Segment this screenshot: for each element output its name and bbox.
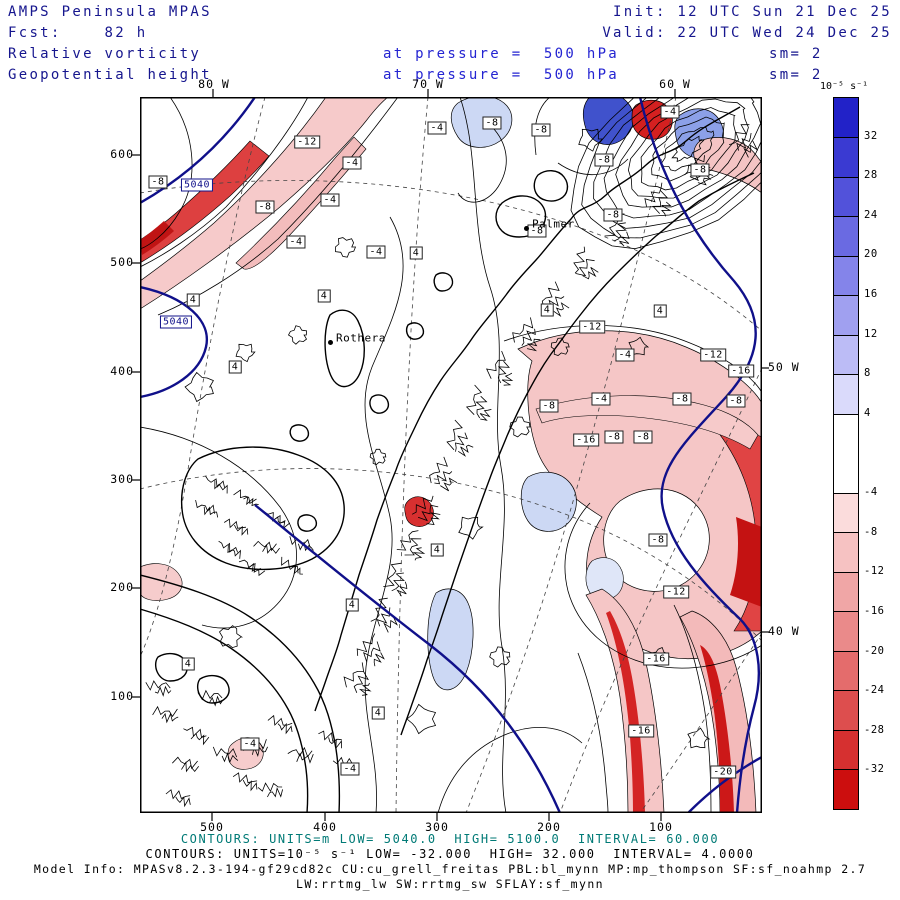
longitude-label-right: 40 W — [768, 624, 800, 638]
colorbar-cell — [834, 650, 858, 691]
colorbar-cell — [834, 98, 858, 138]
colorbar-cell — [834, 532, 858, 572]
colorbar-cell — [834, 334, 858, 375]
colorbar-tick-label: 28 — [864, 169, 878, 182]
field2-name: Geopotential height — [8, 67, 212, 83]
colorbar-cell — [834, 571, 858, 612]
vorticity-shading — [141, 98, 761, 812]
colorbar-cell — [834, 137, 858, 177]
y-axis-tick-label: 400 — [110, 364, 134, 378]
colorbar-cell — [834, 729, 858, 770]
colorbar-cell — [834, 413, 858, 493]
colorbar-tick-label: -4 — [864, 486, 878, 499]
colorbar-tick-label: -32 — [864, 763, 885, 776]
colorbar-cell — [834, 255, 858, 296]
y-axis-tick-label: 500 — [110, 255, 134, 269]
valid-time: Valid: 22 UTC Wed 24 Dec 25 — [602, 25, 892, 41]
colorbar-cell — [834, 295, 858, 335]
colorbar-tick-label: -28 — [864, 723, 885, 736]
longitude-label-top: 80 W — [198, 77, 230, 91]
init-time: Init: 12 UTC Sun 21 Dec 25 — [613, 4, 892, 20]
contour-info-height: CONTOURS: UNITS=m LOW= 5040.0 HIGH= 5100… — [180, 832, 720, 846]
colorbar-cell — [834, 176, 858, 217]
thin-contours — [141, 98, 761, 812]
graticule — [141, 98, 761, 812]
height-contours — [141, 98, 761, 812]
colorbar-tick-label: 8 — [864, 367, 871, 380]
field2-level: at pressure = 500 hPa — [383, 67, 620, 83]
model-info-line2: LW:rrtmg_lw SW:rrtmg_sw SFLAY:sf_mynn — [296, 877, 604, 891]
y-axis-tick-label: 300 — [110, 472, 134, 486]
colorbar-cell — [834, 769, 858, 809]
axis-ticks — [132, 89, 769, 821]
colorbar-tick-label: -20 — [864, 644, 885, 657]
colorbar-units-label: 10⁻⁵ s⁻¹ — [820, 81, 869, 92]
colorbar-tick-label: 24 — [864, 208, 878, 221]
x-axis-tick-label: 400 — [313, 820, 337, 834]
longitude-label-top: 70 W — [412, 77, 444, 91]
colorbar-tick-label: 4 — [864, 406, 871, 419]
colorbar-tick-label: -12 — [864, 565, 885, 578]
y-axis-tick-label: 600 — [110, 147, 134, 161]
y-axis-tick-label: 100 — [110, 689, 134, 703]
storm-contours — [570, 98, 761, 250]
field1-name: Relative vorticity — [8, 46, 202, 62]
colorbar-cell — [834, 492, 858, 533]
plot-title: AMPS Peninsula MPAS — [8, 4, 212, 20]
plot-frame — [132, 89, 769, 821]
x-axis-tick-label: 500 — [200, 820, 224, 834]
contour-info-vorticity: CONTOURS: UNITS=10⁻⁵ s⁻¹ LOW= -32.000 HI… — [145, 847, 755, 861]
field1-smoothing: sm= 2 — [769, 46, 823, 62]
longitude-label-top: 60 W — [659, 77, 691, 91]
colorbar-tick-label: 20 — [864, 248, 878, 261]
forecast-hour: Fcst: 82 h — [8, 25, 148, 41]
colorbar-cell — [834, 611, 858, 651]
field1-level: at pressure = 500 hPa — [383, 46, 620, 62]
y-axis-tick-label: 200 — [110, 580, 134, 594]
colorbar-tick-label: 16 — [864, 288, 878, 301]
colorbar-tick-label: 32 — [864, 129, 878, 142]
field2-smoothing: sm= 2 — [769, 67, 823, 83]
colorbar-tick-label: 12 — [864, 327, 878, 340]
colorbar-cell — [834, 216, 858, 256]
x-axis-tick-label: 100 — [649, 820, 673, 834]
colorbar-tick-label: -8 — [864, 525, 878, 538]
colorbar-tick-label: -16 — [864, 604, 885, 617]
longitude-label-right: 50 W — [768, 360, 800, 374]
map-plot — [132, 89, 769, 821]
x-axis-tick-label: 200 — [537, 820, 561, 834]
colorbar — [833, 97, 859, 810]
colorbar-tick-label: -24 — [864, 684, 885, 697]
model-info-line1: Model Info: MPASv8.2.3-194-gf29cd82c CU:… — [33, 862, 867, 876]
colorbar-cell — [834, 374, 858, 414]
x-axis-tick-label: 300 — [425, 820, 449, 834]
colorbar-cell — [834, 690, 858, 730]
